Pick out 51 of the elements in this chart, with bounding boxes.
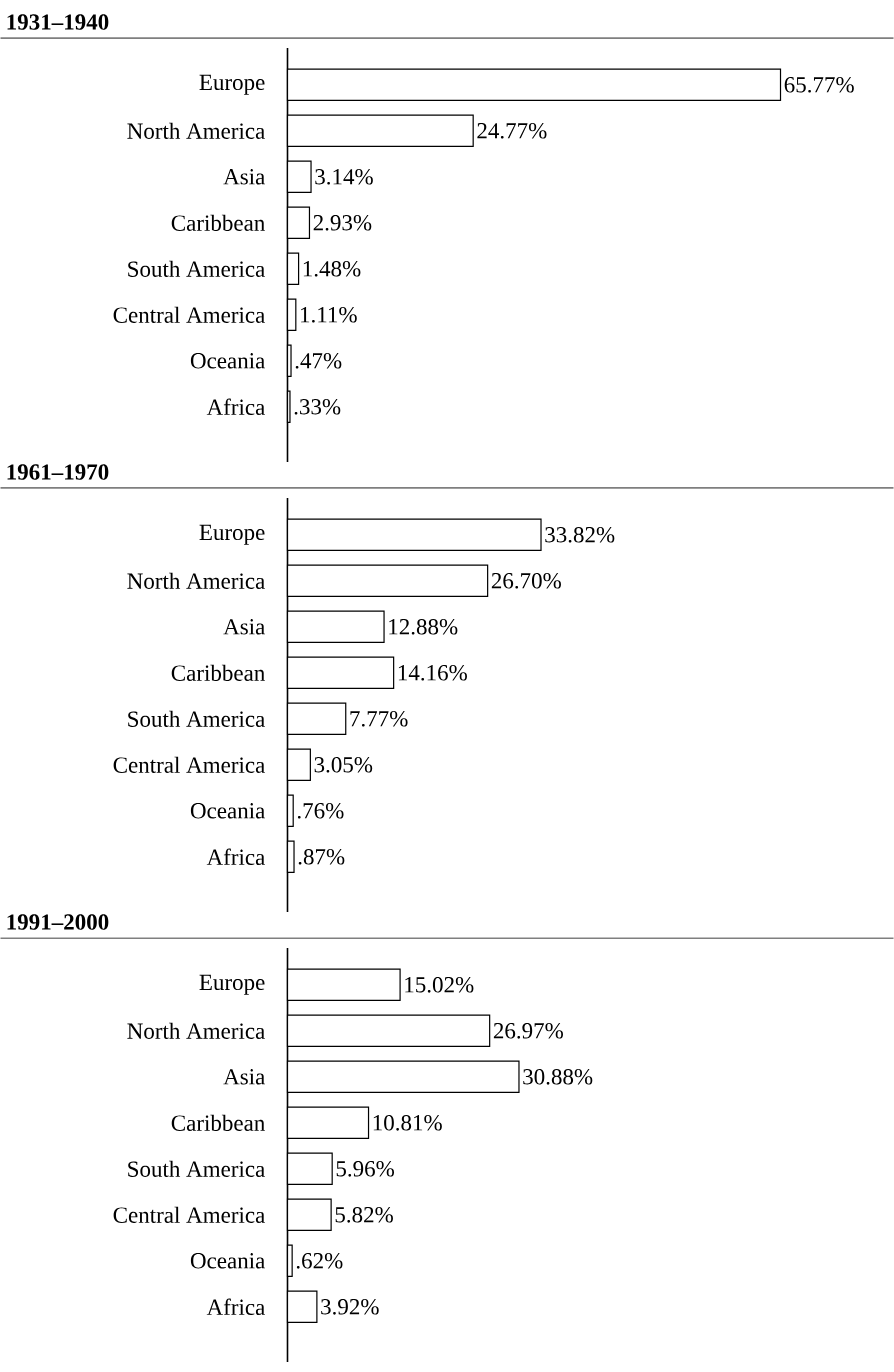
data-label: 3.92% xyxy=(321,1298,379,1315)
text: 1991–2000 xyxy=(7,914,109,930)
data-label: 5.82% xyxy=(335,1206,393,1223)
y-tick-label: Central America xyxy=(113,756,265,773)
data-label: 26.97% xyxy=(493,1022,563,1039)
y-tick-label: Europe xyxy=(199,74,265,95)
y-tick-label: North America xyxy=(127,572,265,589)
y-tick-label: Asia xyxy=(223,619,265,635)
data-label: 26.70% xyxy=(491,572,561,589)
y-tick-label: Caribbean xyxy=(171,1114,265,1131)
text: 1931–1940 xyxy=(7,14,109,30)
y-tick-label: Europe xyxy=(199,974,265,995)
y-tick-label: Oceania xyxy=(190,353,265,369)
y-tick-label: Asia xyxy=(223,169,265,185)
y-tick-label: Caribbean xyxy=(171,214,265,231)
y-tick-label: Africa xyxy=(206,398,265,416)
y-tick-label: North America xyxy=(127,1022,265,1039)
y-tick-label: Central America xyxy=(113,1206,265,1223)
data-label: .87% xyxy=(298,848,345,865)
y-tick-label: Oceania xyxy=(190,803,265,819)
y-tick-label: South America xyxy=(128,260,265,277)
y-tick-label: Asia xyxy=(223,1069,265,1085)
y-tick-label: Europe xyxy=(199,524,265,545)
y-tick-label: Oceania xyxy=(190,1253,265,1269)
data-label: 30.88% xyxy=(523,1068,593,1085)
y-tick-label: South America xyxy=(128,1160,265,1177)
data-label: 14.16% xyxy=(398,664,467,681)
data-label: 65.77% xyxy=(784,76,854,93)
data-label: 5.96% xyxy=(336,1160,395,1177)
data-label: 1.48% xyxy=(303,260,361,277)
y-tick-label: Africa xyxy=(206,1298,265,1316)
data-label: 33.82% xyxy=(545,526,615,543)
data-label: 15.02% xyxy=(405,976,474,993)
data-label: 12.88% xyxy=(389,618,458,635)
data-label: 3.14% xyxy=(315,168,373,185)
y-tick-label: Central America xyxy=(113,306,265,323)
data-label: .76% xyxy=(297,802,344,819)
y-tick-label: Africa xyxy=(206,848,265,866)
data-label: .47% xyxy=(295,352,342,369)
y-tick-label: North America xyxy=(127,122,265,139)
data-label: 2.93% xyxy=(313,214,372,231)
data-label: 10.81% xyxy=(373,1114,442,1131)
data-label: 3.05% xyxy=(314,756,373,773)
data-label: 7.77% xyxy=(350,710,408,727)
y-tick-label: South America xyxy=(128,710,265,727)
data-label: .33% xyxy=(294,398,341,415)
data-label: 24.77% xyxy=(477,122,547,139)
y-tick-label: Caribbean xyxy=(171,664,265,681)
data-label: .62% xyxy=(296,1252,343,1269)
data-label: 1.11% xyxy=(301,306,357,323)
text: 1961–1970 xyxy=(7,464,109,480)
